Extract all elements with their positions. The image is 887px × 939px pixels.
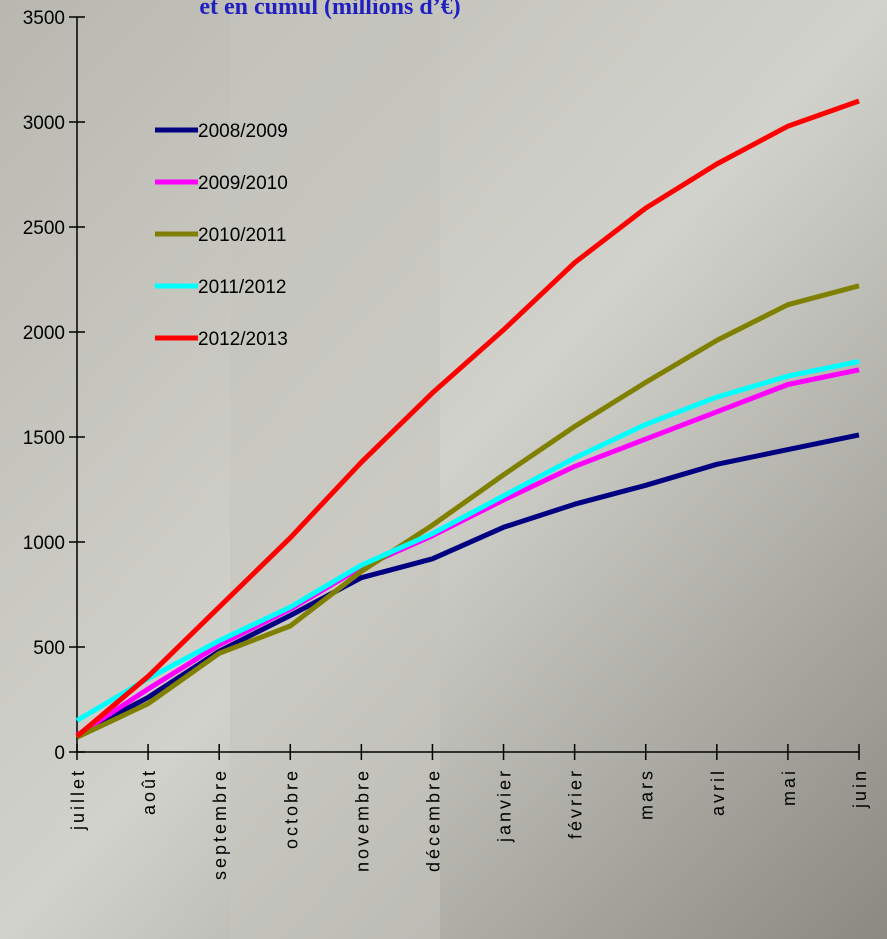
x-tick-label: novembre bbox=[352, 768, 372, 872]
x-tick-label: janvier bbox=[495, 768, 515, 843]
y-tick-label: 1000 bbox=[23, 533, 65, 554]
x-tick-label: décembre bbox=[423, 768, 443, 872]
y-tick-label: 2500 bbox=[23, 218, 65, 239]
series-line bbox=[75, 358, 860, 723]
legend-label: 2009/2010 bbox=[198, 173, 288, 194]
chart-title: et en cumul (millions d’€) bbox=[199, 0, 460, 20]
legend-label: 2011/2012 bbox=[198, 277, 286, 298]
x-tick-label: octobre bbox=[281, 768, 301, 849]
y-tick-label: 500 bbox=[33, 638, 65, 659]
series-line bbox=[75, 367, 860, 738]
y-tick-label: 1500 bbox=[23, 428, 65, 449]
x-tick-label: juin bbox=[850, 768, 870, 809]
y-tick-label: 3000 bbox=[23, 113, 65, 134]
x-tick-label: mai bbox=[779, 768, 799, 806]
legend-label: 2008/2009 bbox=[198, 121, 288, 142]
y-tick-label: 3500 bbox=[23, 8, 65, 29]
x-tick-label: avril bbox=[708, 768, 728, 816]
x-tick-label: mars bbox=[637, 768, 657, 820]
background-shape bbox=[230, 0, 440, 939]
x-tick-label: février bbox=[566, 768, 586, 839]
y-tick-label: 0 bbox=[54, 743, 65, 764]
legend-label: 2012/2013 bbox=[198, 329, 288, 350]
x-tick-label: septembre bbox=[210, 768, 230, 880]
x-tick-label: août bbox=[139, 768, 159, 815]
x-tick-label: juillet bbox=[68, 768, 88, 831]
legend-label: 2010/2011 bbox=[198, 225, 286, 246]
series-line bbox=[75, 283, 860, 740]
series-line bbox=[75, 98, 860, 739]
y-tick-label: 2000 bbox=[23, 323, 65, 344]
